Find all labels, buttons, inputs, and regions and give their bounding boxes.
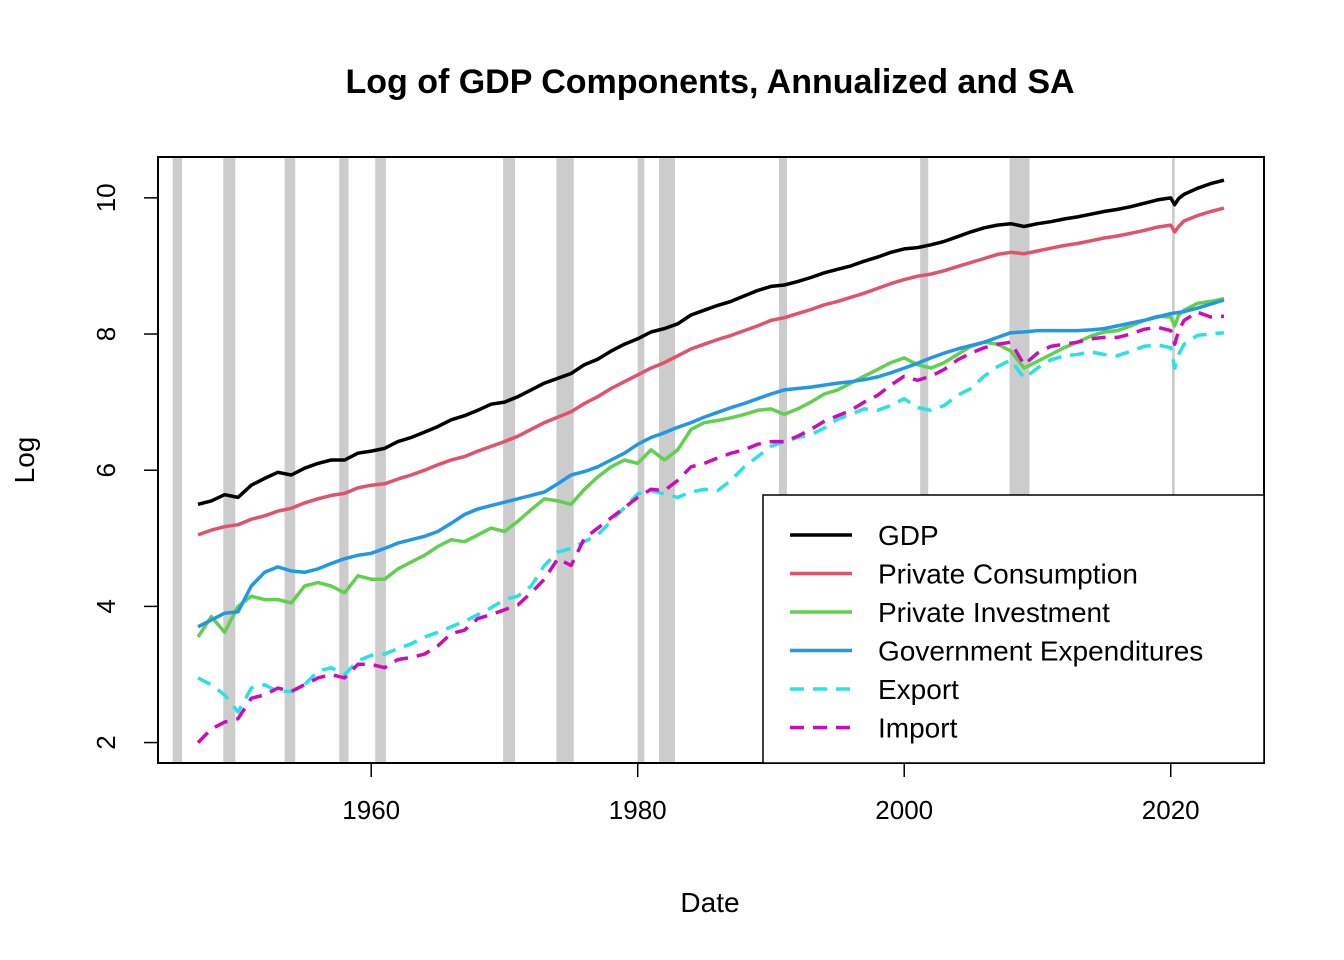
x-tick-label-1980: 1980: [609, 795, 667, 825]
y-axis-label: Log: [9, 437, 40, 484]
x-tick-label-2000: 2000: [875, 795, 933, 825]
series-lines: [196, 178, 1225, 744]
y-tick-label-2: 2: [91, 735, 121, 749]
chart-title: Log of GDP Components, Annualized and SA: [345, 63, 1074, 101]
recession-band-2: [284, 157, 296, 763]
legend-label-2: Private Investment: [878, 597, 1110, 628]
legend-label-1: Private Consumption: [878, 559, 1138, 590]
series-line-3: [197, 298, 1225, 629]
series-line-4: [197, 330, 1225, 714]
y-tick-label-6: 6: [91, 463, 121, 477]
recession-band-12: [1172, 157, 1175, 763]
recession-band-6: [556, 157, 574, 763]
series-line-5: [196, 310, 1225, 744]
y-tick-label-10: 10: [91, 183, 121, 212]
x-tick-label-1960: 1960: [342, 795, 400, 825]
series-line-0: [197, 178, 1225, 506]
legend: GDP Private Consumption Private Investment…: [762, 494, 1265, 764]
y-tick-label-8: 8: [91, 327, 121, 341]
legend-label-3: Government Expenditures: [878, 636, 1203, 667]
legend-label-5: Import: [878, 713, 958, 744]
recession-band-9: [778, 157, 787, 763]
recession-band-10: [920, 157, 929, 763]
y-tick-label-4: 4: [91, 599, 121, 613]
legend-label-0: GDP: [878, 520, 939, 551]
legend-box: [762, 494, 1265, 764]
recession-band-1: [223, 157, 236, 763]
series-line-1: [197, 206, 1225, 537]
x-axis: 1960 1980 2000 2020: [342, 762, 1200, 825]
legend-label-4: Export: [878, 674, 959, 705]
x-axis-label: Date: [680, 887, 739, 918]
recession-band-4: [375, 157, 386, 763]
recession-band-0: [172, 157, 182, 763]
x-tick-label-2020: 2020: [1142, 795, 1200, 825]
y-axis: 2 4 6 8 10: [91, 183, 159, 750]
recession-band-5: [503, 157, 516, 763]
